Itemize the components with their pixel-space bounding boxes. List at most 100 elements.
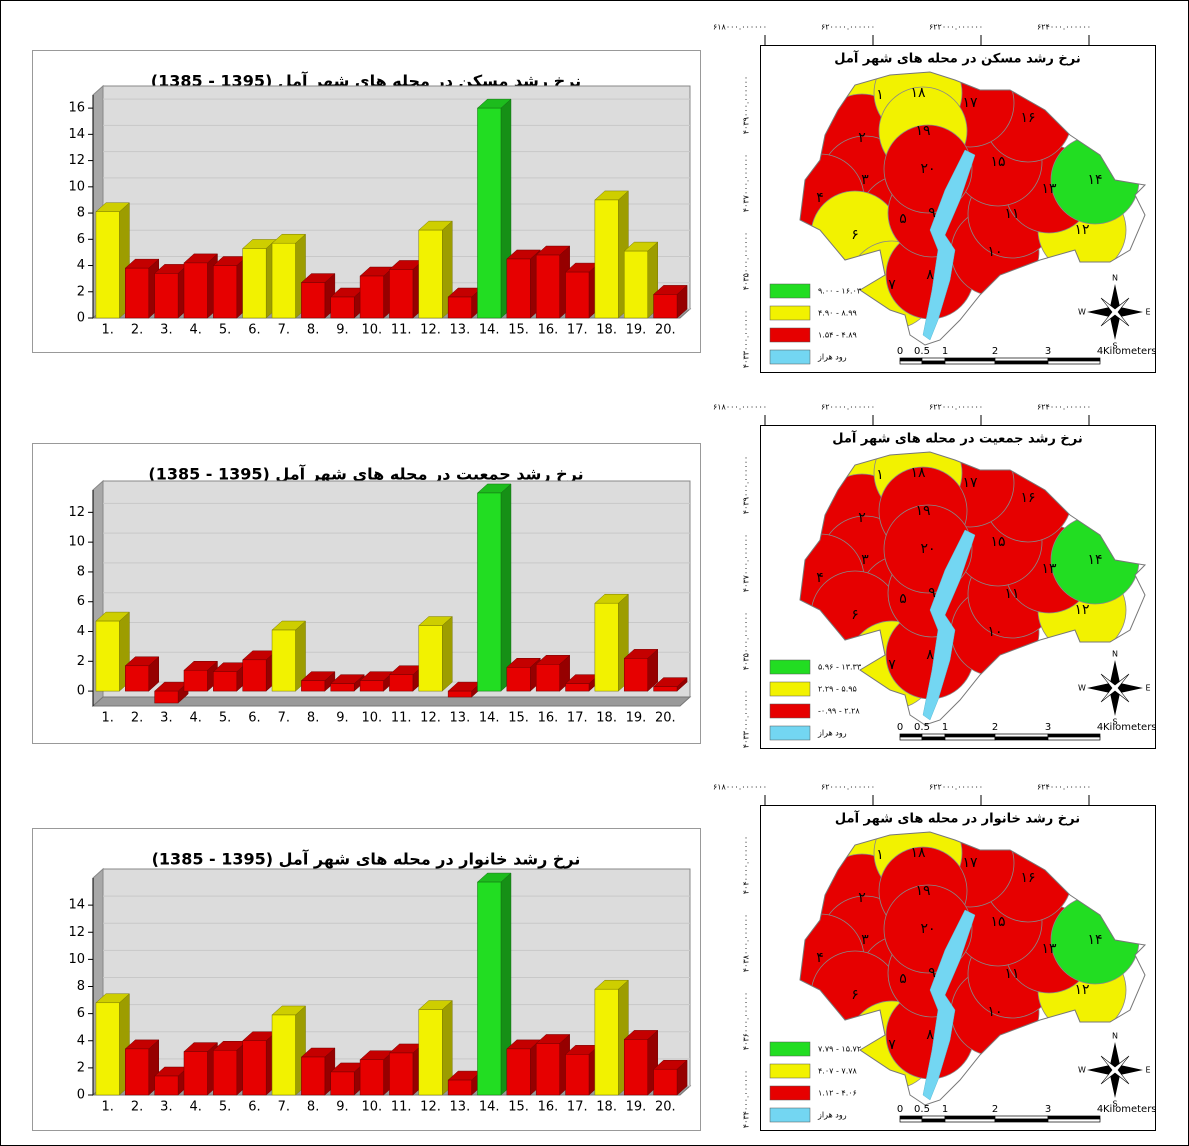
y-tick-label: 4 bbox=[77, 1033, 85, 1048]
scale-segment bbox=[921, 733, 946, 738]
bar bbox=[477, 881, 502, 1096]
x-tick-label: 1. bbox=[101, 711, 113, 726]
scale-segment bbox=[944, 736, 996, 741]
compass-letter: S bbox=[1112, 1100, 1117, 1109]
bar bbox=[154, 1075, 179, 1096]
city-outline bbox=[799, 451, 1147, 726]
x-tick-label: 16. bbox=[538, 1100, 559, 1115]
x-tick-label: 1. bbox=[101, 1100, 113, 1115]
bar bbox=[242, 659, 267, 692]
y-tick-label: 10 bbox=[68, 535, 85, 550]
bar bbox=[242, 1040, 267, 1096]
district-label: ۱ bbox=[876, 467, 884, 483]
scale-segment bbox=[1047, 360, 1101, 365]
scale-segment bbox=[899, 1115, 923, 1120]
district-label: ۱۱ bbox=[1004, 586, 1019, 602]
x-tick-label: 7. bbox=[278, 711, 290, 726]
legend-swatch bbox=[769, 725, 811, 741]
bar bbox=[154, 273, 179, 319]
district-label: ۱۰ bbox=[987, 244, 1002, 260]
y-tick-label: 8 bbox=[77, 564, 85, 579]
scale-segment bbox=[1047, 357, 1101, 362]
compass-letter: W bbox=[1078, 1066, 1086, 1075]
x-tick-label: 20. bbox=[655, 323, 676, 338]
map-y-coord: ۴۰۳۵۰۰۰.۰۰۰۰۰۰ bbox=[742, 612, 751, 670]
scale-segment bbox=[1047, 1118, 1101, 1123]
scale-label: 4 bbox=[1097, 722, 1103, 733]
district-label: ۱۹ bbox=[915, 883, 930, 899]
bar bbox=[213, 671, 238, 692]
x-tick-label: 6. bbox=[248, 1100, 260, 1115]
legend-label: ۵.۹۶ - ۱۳.۳۳ bbox=[818, 663, 862, 672]
scale-segment bbox=[921, 1115, 946, 1120]
scale-segment bbox=[921, 1118, 946, 1123]
district-label: ۱۵ bbox=[990, 154, 1005, 170]
scale-segment bbox=[944, 1118, 996, 1123]
district-label: ۲ bbox=[858, 510, 866, 526]
map-y-coord: ۴۰۳۹۰۰۰.۰۰۰۰۰۰ bbox=[742, 76, 751, 134]
scale-label: 0 bbox=[897, 346, 903, 357]
legend-label: ۲.۲۹ - ۵.۹۵ bbox=[818, 685, 857, 694]
district-label: ۸ bbox=[926, 1027, 934, 1043]
district-label: ۱۱ bbox=[1004, 966, 1019, 982]
map-x-coord: ۶۱۸۰۰۰.۰۰۰۰۰۰ bbox=[713, 783, 767, 792]
bar bbox=[653, 1068, 678, 1096]
legend-label: ۴.۹۰ - ۸.۹۹ bbox=[818, 309, 857, 318]
scale-segment bbox=[1047, 1115, 1101, 1120]
y-tick-label: 14 bbox=[68, 127, 85, 142]
bar bbox=[125, 665, 150, 692]
bar bbox=[477, 492, 502, 692]
scale-label: 2 bbox=[992, 346, 998, 357]
district-label: ۹ bbox=[928, 205, 936, 221]
x-tick-label: 19. bbox=[626, 1100, 647, 1115]
x-tick-label: 4. bbox=[190, 323, 202, 338]
bar bbox=[565, 1054, 590, 1096]
district-label: ۵ bbox=[899, 211, 907, 227]
district-label: ۴ bbox=[816, 570, 824, 586]
legend-label: رود هراز bbox=[817, 353, 847, 362]
district-label: ۱۹ bbox=[915, 503, 930, 519]
bar bbox=[447, 1079, 472, 1096]
x-tick-label: 12. bbox=[420, 1100, 441, 1115]
map-x-coord: ۶۲۴۰۰۰.۰۰۰۰۰۰ bbox=[1037, 23, 1091, 32]
scale-label: Kilometers bbox=[1103, 722, 1157, 733]
x-tick-label: 16. bbox=[538, 323, 559, 338]
scale-label: 3 bbox=[1045, 722, 1051, 733]
x-tick-label: 7. bbox=[278, 323, 290, 338]
bar bbox=[301, 1056, 326, 1096]
map-y-coord: ۴۰۳۳۰۰۰.۰۰۰۰۰۰ bbox=[742, 310, 751, 368]
scale-segment bbox=[899, 360, 923, 365]
bar bbox=[418, 1009, 443, 1096]
legend-swatch bbox=[769, 659, 811, 675]
x-tick-label: 17. bbox=[567, 711, 588, 726]
bar bbox=[330, 683, 355, 692]
district-label: ۱۴ bbox=[1087, 172, 1102, 188]
bar bbox=[330, 1071, 355, 1096]
y-tick-label: 2 bbox=[77, 284, 85, 299]
district-label: ۱۹ bbox=[915, 123, 930, 139]
y-tick-label: 16 bbox=[68, 101, 85, 116]
bar bbox=[389, 674, 414, 692]
bar bbox=[535, 254, 560, 319]
x-tick-label: 15. bbox=[508, 711, 529, 726]
district-label: ۲۰ bbox=[920, 921, 935, 937]
x-tick-label: 11. bbox=[391, 1100, 412, 1115]
scale-label: 4 bbox=[1097, 1104, 1103, 1115]
x-tick-label: 20. bbox=[655, 711, 676, 726]
bar bbox=[359, 1059, 384, 1096]
y-tick-label: 6 bbox=[77, 232, 85, 247]
district-label: ۱۶ bbox=[1020, 870, 1035, 886]
bar bbox=[594, 988, 619, 1096]
legend-swatch bbox=[769, 1085, 811, 1101]
district-label: ۱۶ bbox=[1020, 110, 1035, 126]
bar bbox=[623, 250, 648, 319]
y-tick-label: 4 bbox=[77, 624, 85, 639]
x-tick-label: 11. bbox=[391, 323, 412, 338]
map-y-coord: ۴۰۳۷۰۰۰.۰۰۰۰۰۰ bbox=[742, 534, 751, 592]
district-label: ۳ bbox=[861, 932, 869, 948]
scale-label: 0.5 bbox=[914, 722, 930, 733]
x-tick-label: 9. bbox=[336, 711, 348, 726]
district-label: ۱۳ bbox=[1041, 941, 1057, 957]
map-x-coord: ۶۲۲۰۰۰.۰۰۰۰۰۰ bbox=[929, 783, 983, 792]
district-label: ۲ bbox=[858, 890, 866, 906]
